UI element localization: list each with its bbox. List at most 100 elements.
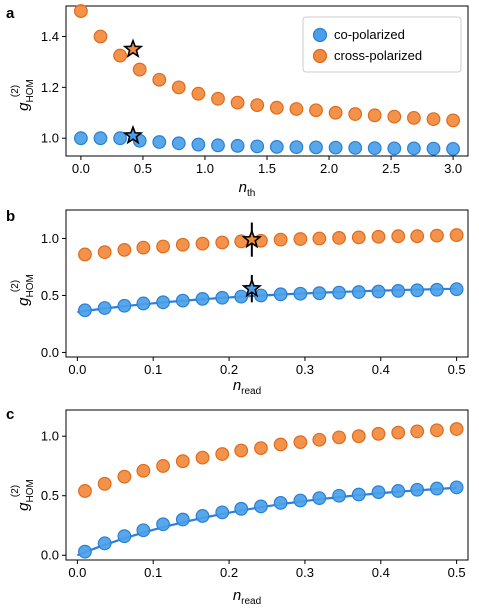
- ylabel-a-sup: (2): [10, 85, 21, 97]
- xtick-label-c-2: 0.2: [220, 565, 238, 580]
- xtick-label-c-5: 0.5: [448, 565, 466, 580]
- point-c-co-13: [332, 488, 346, 503]
- point-a-co-14: [348, 140, 363, 155]
- point-a-co-13: [328, 140, 343, 155]
- point-a-co-10: [269, 139, 284, 154]
- ytick-label-b-1: 0.5: [41, 288, 59, 303]
- point-c-co-7: [215, 505, 230, 520]
- point-c-co-3: [136, 523, 151, 538]
- ytick-label-a-1: 1.2: [41, 80, 59, 95]
- point-c-cross-16: [391, 425, 406, 440]
- point-a-co-7: [211, 138, 225, 153]
- point-a-cross-5: [171, 80, 186, 95]
- plot-c: 0.0 0.1 0.2 0.3 0.4 0.5 0.0 0.5 1.0: [41, 409, 469, 580]
- point-b-cross-17: [410, 229, 425, 244]
- point-b-cross-13: [332, 231, 346, 245]
- point-b-cross-16: [391, 229, 406, 244]
- plot-a: 0.0 0.5 1.0 1.5 2.0 2.5 3.0 1.0 1.2 1.4: [41, 4, 469, 176]
- point-a-co-1: [93, 131, 108, 146]
- legend-marker-cross: [312, 48, 328, 64]
- svg-text:gHOM: gHOM: [15, 479, 36, 511]
- axes-frame-b: [65, 209, 469, 358]
- point-c-cross-6: [195, 450, 210, 465]
- point-a-cross-19: [446, 113, 461, 128]
- point-a-co-18: [426, 141, 441, 156]
- point-c-co-2: [117, 529, 132, 544]
- point-c-co-0: [78, 544, 92, 559]
- svg-text:gHOM: gHOM: [15, 79, 36, 111]
- star-marker-a-1: [122, 124, 144, 145]
- point-b-co-4: [156, 295, 170, 310]
- ylabel-a-sub: HOM: [25, 79, 36, 102]
- point-b-co-8: [234, 289, 249, 304]
- point-c-cross-7: [215, 447, 230, 461]
- xtick-label-b-3: 0.3: [296, 362, 314, 377]
- point-c-cross-18: [430, 423, 444, 438]
- point-a-co-15: [367, 141, 382, 156]
- point-b-co-5: [175, 293, 190, 308]
- xtick-label-c-0: 0.0: [68, 565, 86, 580]
- point-c-co-12: [312, 491, 327, 505]
- point-a-co-2: [113, 131, 127, 146]
- legend-label-co: co-polarized: [334, 27, 405, 42]
- panel-a-xlabel: nth: [239, 179, 256, 199]
- point-c-cross-4: [156, 459, 170, 473]
- point-b-co-1: [97, 301, 112, 315]
- point-a-cross-14: [348, 107, 363, 121]
- point-a-cross-3: [132, 62, 147, 77]
- point-a-co-8: [230, 138, 245, 153]
- xtick-label-b-0: 0.0: [68, 362, 86, 377]
- panel-c-xlabel: nread: [233, 587, 261, 607]
- point-b-cross-5: [175, 237, 190, 252]
- panel-c: c 0.0 0.1 0.2 0.3 0.4 0.5 0.0 0.5 1.0 gHOM (2) n…: [6, 406, 469, 607]
- point-a-cross-17: [407, 110, 421, 125]
- ylabel-c-sub: HOM: [25, 479, 36, 502]
- point-a-cross-18: [426, 112, 441, 127]
- point-b-cross-18: [430, 228, 444, 243]
- ylabel-a-main: g: [15, 102, 32, 111]
- point-a-co-17: [407, 141, 421, 156]
- point-a-cross-0: [73, 4, 88, 18]
- point-a-co-12: [309, 140, 323, 155]
- star-marker-a-0: [122, 38, 144, 58]
- xtick-label-b-1: 0.1: [144, 362, 162, 377]
- ytick-label-c-1: 0.5: [41, 488, 59, 503]
- xtick-label-a-0: 0.0: [72, 161, 90, 176]
- panel-a-ylabel: gHOM (2): [10, 79, 36, 111]
- point-c-co-8: [234, 501, 249, 516]
- point-a-cross-1: [93, 29, 108, 44]
- legend-frame: [302, 16, 462, 73]
- point-c-co-14: [351, 487, 366, 502]
- point-c-cross-1: [97, 476, 112, 491]
- xtick-label-c-1: 0.1: [144, 565, 162, 580]
- point-c-cross-11: [293, 435, 308, 450]
- star-marker-b-0: [241, 228, 263, 249]
- ytick-label-c-0: 0.0: [41, 548, 59, 563]
- panel-b-xlabel: nread: [233, 377, 261, 397]
- point-c-co-16: [391, 484, 406, 498]
- xtick-label-c-4: 0.4: [372, 565, 390, 580]
- point-b-cross-1: [97, 245, 112, 260]
- point-c-co-17: [410, 482, 425, 497]
- point-a-cross-4: [152, 72, 167, 87]
- point-b-cross-4: [156, 239, 170, 254]
- panel-b-ylabel: gHOM (2): [10, 274, 36, 306]
- point-c-cross-15: [371, 426, 386, 441]
- point-b-co-12: [312, 286, 327, 301]
- xtick-label-a-4: 2.0: [320, 161, 338, 176]
- ytick-label-b-0: 0.0: [41, 345, 59, 360]
- point-b-co-3: [136, 296, 151, 311]
- point-b-cross-12: [312, 231, 327, 246]
- point-b-cross-3: [136, 240, 151, 255]
- point-c-co-18: [430, 481, 444, 496]
- point-a-co-11: [289, 140, 304, 155]
- point-c-cross-2: [117, 469, 132, 484]
- point-a-co-4: [152, 135, 167, 149]
- point-b-cross-15: [371, 229, 386, 244]
- point-c-cross-17: [410, 424, 425, 439]
- ylabel-c-sup: (2): [10, 485, 21, 497]
- xtick-label-a-3: 1.5: [258, 161, 276, 176]
- xlabel-b-sub: read: [241, 386, 261, 397]
- point-b-co-10: [273, 287, 288, 302]
- point-b-co-6: [195, 291, 210, 306]
